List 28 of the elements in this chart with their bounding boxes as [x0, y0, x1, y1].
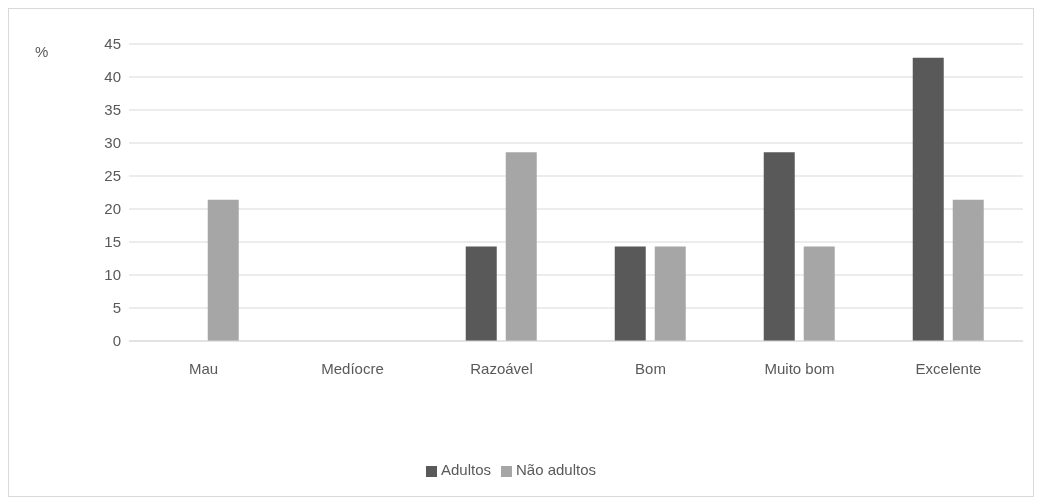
- x-tick-label: Razoável: [470, 359, 533, 377]
- x-tick-label: Bom: [635, 359, 666, 377]
- y-tick-label: 30: [104, 134, 121, 152]
- bar: [912, 57, 944, 341]
- y-tick-label: 0: [112, 332, 121, 350]
- y-tick-label: 10: [104, 266, 121, 284]
- bar: [763, 152, 795, 341]
- y-tick-label: 15: [104, 233, 121, 251]
- bar: [465, 246, 497, 341]
- legend-label: Não adultos: [515, 461, 597, 478]
- bar: [614, 246, 646, 341]
- bar: [952, 199, 984, 341]
- x-tick-label: Medíocre: [321, 359, 384, 377]
- bar: [505, 152, 537, 341]
- legend-label: Adultos: [440, 461, 491, 478]
- y-tick-label: 35: [104, 101, 121, 119]
- x-tick-label: Muito bom: [764, 359, 835, 377]
- y-tick-label: 20: [104, 200, 121, 218]
- y-tick-label: 5: [112, 299, 121, 317]
- y-axis-title: %: [35, 43, 49, 60]
- bar: [207, 199, 239, 341]
- x-tick-label: Mau: [188, 359, 219, 377]
- bar: [803, 246, 835, 341]
- x-tick-label: Excelente: [915, 359, 982, 377]
- bar: [654, 246, 686, 341]
- y-tick-label: 25: [104, 167, 121, 185]
- y-tick-label: 40: [104, 68, 121, 86]
- y-tick-label: 45: [104, 35, 121, 53]
